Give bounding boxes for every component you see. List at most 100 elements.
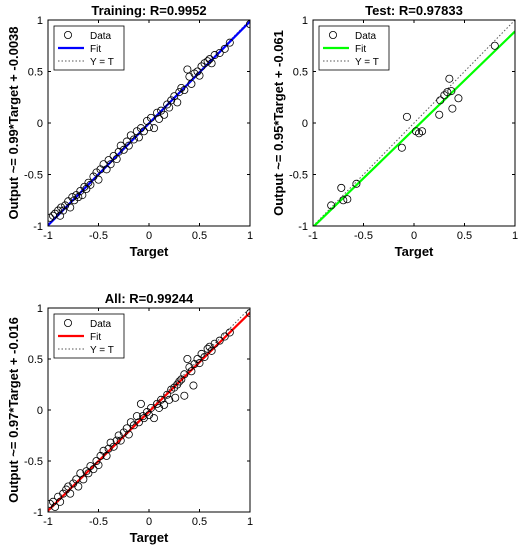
data-point xyxy=(92,456,101,465)
y-tick-label: 0 xyxy=(37,405,43,417)
data-points xyxy=(48,20,250,222)
data-point xyxy=(183,65,192,74)
data-point xyxy=(160,110,169,119)
legend-label: Data xyxy=(90,31,112,42)
data-point xyxy=(94,175,103,184)
data-point xyxy=(207,346,216,355)
x-axis-label: Target xyxy=(395,244,434,259)
data-point xyxy=(136,399,145,408)
data-point xyxy=(153,108,162,117)
legend-label: Y = T xyxy=(90,345,114,356)
data-point xyxy=(102,165,111,174)
y-tick-label: 1 xyxy=(37,15,43,27)
legend: Data Fit Y = T xyxy=(53,313,125,359)
data-point xyxy=(397,143,406,152)
data-point xyxy=(440,91,449,100)
y-tick-label: -1 xyxy=(33,507,43,519)
data-point xyxy=(175,377,184,386)
data-point xyxy=(82,467,91,476)
data-point xyxy=(165,395,174,404)
data-point xyxy=(163,390,172,399)
x-tick-label: -1 xyxy=(43,230,53,242)
y-tick-label: 1 xyxy=(302,15,308,27)
data-point xyxy=(64,197,73,206)
data-point xyxy=(193,354,202,363)
legend-label: Fit xyxy=(355,44,366,55)
data-point xyxy=(339,196,348,205)
y-tick-label: -1 xyxy=(33,221,43,233)
data-point xyxy=(173,98,182,107)
ideal-line xyxy=(313,20,515,226)
data-point xyxy=(94,461,103,470)
data-point xyxy=(155,114,164,123)
x-tick-label: 0.5 xyxy=(192,230,207,242)
legend-label: Data xyxy=(355,31,377,42)
data-point xyxy=(436,96,445,105)
data-point xyxy=(106,438,115,447)
chart-panel-3: -1 -0.5 0 0.5 1 -1 -0.5 0 0.5 1 All: R=0.99244 Targ… xyxy=(6,291,253,545)
data-point xyxy=(215,48,224,57)
data-point xyxy=(79,475,88,484)
y-tick-label: -0.5 xyxy=(24,170,43,182)
x-axis-label: Target xyxy=(130,244,169,259)
data-point xyxy=(180,370,189,379)
data-point xyxy=(418,127,427,136)
y-axis-label: Output ~= 0.95*Target + -0.061 xyxy=(271,30,286,216)
data-point xyxy=(86,180,95,189)
data-point xyxy=(337,183,346,192)
data-point xyxy=(116,141,125,150)
data-point xyxy=(66,489,75,498)
legend-label: Fit xyxy=(90,332,101,343)
y-tick-label: -0.5 xyxy=(24,456,43,468)
y-tick-label: 1 xyxy=(37,303,43,315)
data-point xyxy=(134,418,143,427)
legend: Data Fit Y = T xyxy=(318,25,390,71)
chart-title: Test: R=0.97833 xyxy=(365,3,463,18)
data-points xyxy=(327,41,499,210)
x-tick-label: -0.5 xyxy=(354,230,373,242)
data-point xyxy=(225,328,234,337)
data-point xyxy=(78,191,87,200)
data-point xyxy=(104,156,113,165)
data-point xyxy=(122,424,131,433)
data-point xyxy=(447,87,456,96)
data-point xyxy=(82,184,91,193)
data-point xyxy=(171,393,180,402)
data-point xyxy=(104,444,113,453)
data-point xyxy=(445,74,454,83)
data-point xyxy=(205,55,214,64)
data-point xyxy=(136,124,145,133)
x-tick-label: 0 xyxy=(146,516,152,528)
data-point xyxy=(203,344,212,353)
data-point xyxy=(74,482,83,491)
data-points xyxy=(48,309,250,511)
data-point xyxy=(114,147,123,156)
data-point xyxy=(112,155,121,164)
data-point xyxy=(54,206,63,215)
x-tick-label: -0.5 xyxy=(89,230,108,242)
data-point xyxy=(139,127,148,136)
chart-panel-1: -1 -0.5 0 0.5 1 -1 -0.5 0 0.5 1 Training: R=0.9952… xyxy=(6,3,253,259)
data-point xyxy=(207,59,216,68)
data-point xyxy=(84,178,93,187)
data-point xyxy=(92,168,101,177)
data-point xyxy=(195,359,204,368)
data-point xyxy=(180,391,189,400)
data-point xyxy=(165,103,174,112)
legend-marker-data xyxy=(64,318,73,327)
data-point xyxy=(183,354,192,363)
data-point xyxy=(119,145,128,154)
data-point xyxy=(126,131,135,140)
x-tick-label: -1 xyxy=(308,230,318,242)
data-point xyxy=(56,497,65,506)
data-point xyxy=(352,179,361,188)
data-point xyxy=(66,203,75,212)
data-point xyxy=(435,110,444,119)
data-point xyxy=(142,116,151,125)
data-point xyxy=(327,201,336,210)
data-point xyxy=(112,436,121,445)
data-point xyxy=(59,206,68,215)
data-point xyxy=(80,182,89,191)
data-point xyxy=(157,106,166,115)
